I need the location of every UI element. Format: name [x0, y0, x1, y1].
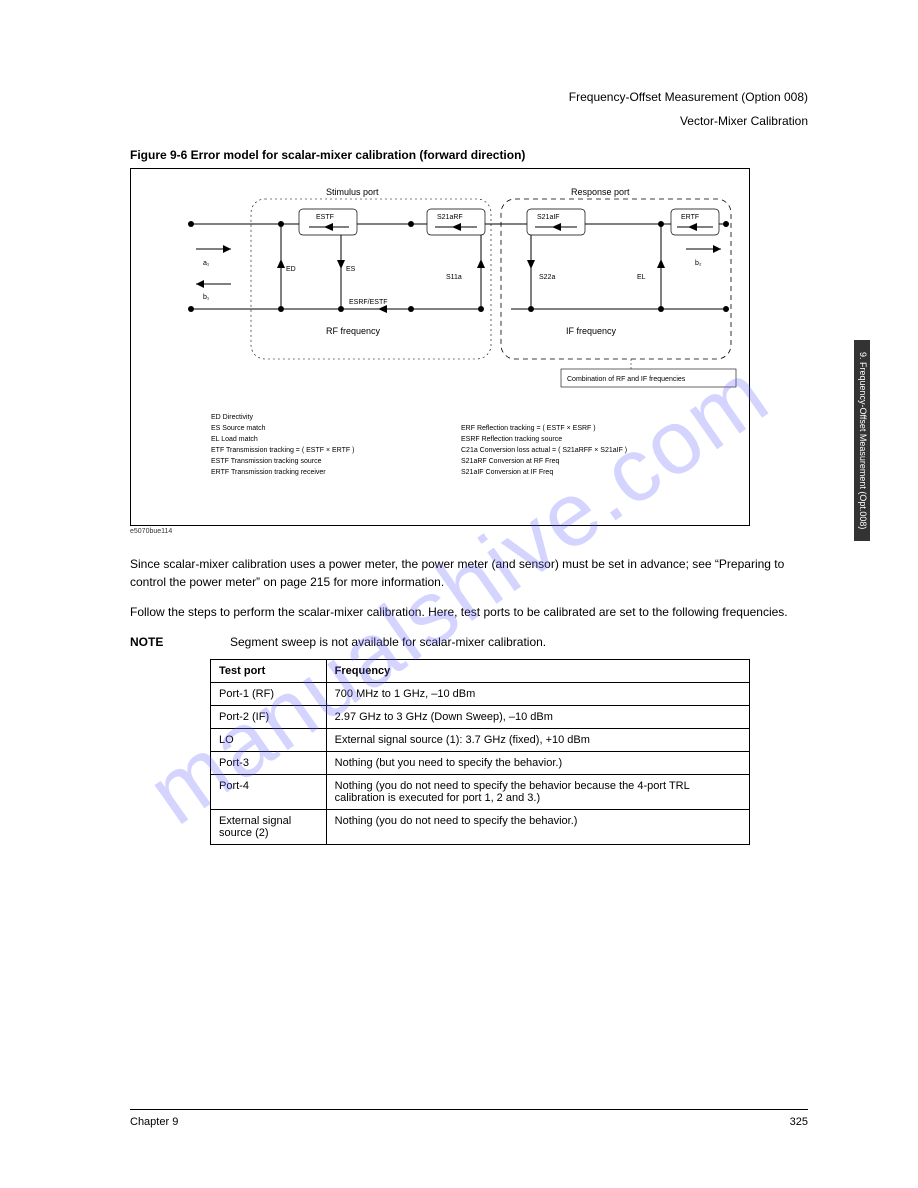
table-row: External signal source (2)Nothing (you d…: [211, 810, 750, 845]
header-line1: Frequency-Offset Measurement (Option 008…: [130, 90, 808, 104]
combo-label: Combination of RF and IF frequencies: [567, 376, 686, 383]
s11a-label: S11a: [446, 274, 462, 281]
figure-caption: e5070bue114: [130, 528, 808, 535]
note-text: Segment sweep is not available for scala…: [230, 633, 808, 651]
response-label: Response port: [571, 187, 630, 197]
if-freq-label: IF frequency: [566, 326, 617, 336]
leg-l4: ESTF Transmission tracking source: [211, 458, 322, 465]
leg-r3: S21aRF Conversion at RF Freq: [461, 458, 560, 465]
para2: Follow the steps to perform the scalar-m…: [130, 603, 808, 621]
leg-l1: ES Source match: [211, 425, 266, 432]
leg-l0: ED Directivity: [211, 414, 254, 421]
leg-r1: ESRF Reflection tracking source: [461, 436, 562, 443]
b1-label: b₁: [203, 294, 210, 301]
ed-label: ED: [286, 266, 296, 273]
s21rf-box: S21aRF: [437, 214, 463, 221]
estf-box: ESTF: [316, 214, 334, 221]
para1: Since scalar-mixer calibration uses a po…: [130, 555, 808, 591]
leg-l5: ERTF Transmission tracking receiver: [211, 469, 326, 476]
el-label: EL: [637, 274, 646, 281]
table-body: Port-1 (RF)700 MHz to 1 GHz, –10 dBm Por…: [211, 683, 750, 845]
leg-r4: S21aIF Conversion at IF Freq: [461, 469, 553, 476]
diagram-svg: Stimulus port Response port: [131, 169, 751, 527]
s22a-label: S22a: [539, 274, 555, 281]
footer: Chapter 9 325: [130, 1109, 808, 1128]
note-label: NOTE: [130, 633, 230, 651]
th-port: Test port: [211, 660, 327, 683]
b2-label: b₂: [695, 260, 702, 267]
leg-l2: EL Load match: [211, 436, 258, 443]
table-row: Port-2 (IF)2.97 GHz to 3 GHz (Down Sweep…: [211, 706, 750, 729]
stimulus-label: Stimulus port: [326, 187, 379, 197]
leg-r2: C21a Conversion loss actual = ( S21aRFF …: [461, 447, 627, 454]
s21if-box: S21aIF: [537, 214, 560, 221]
table-row: Port-3Nothing (but you need to specify t…: [211, 752, 750, 775]
rf-freq-label: RF frequency: [326, 326, 381, 336]
figure-title: Figure 9-6 Error model for scalar-mixer …: [130, 148, 808, 162]
ertf-box: ERTF: [681, 214, 699, 221]
footer-chapter: Chapter 9: [130, 1116, 178, 1128]
table-row: LOExternal signal source (1): 3.7 GHz (f…: [211, 729, 750, 752]
side-tab: 9. Frequency-Offset Measurement (Opt.008…: [854, 340, 870, 541]
esrf-estf: ESRF/ESTF: [349, 299, 388, 306]
a1-label: a₁: [203, 260, 210, 267]
page: Frequency-Offset Measurement (Option 008…: [0, 0, 918, 905]
es-label: ES: [346, 266, 356, 273]
table-row: Port-4Nothing (you do not need to specif…: [211, 775, 750, 810]
table-row: Port-1 (RF)700 MHz to 1 GHz, –10 dBm: [211, 683, 750, 706]
footer-page: 325: [790, 1116, 808, 1128]
freq-table: Test port Frequency Port-1 (RF)700 MHz t…: [210, 659, 750, 845]
diagram: Stimulus port Response port: [130, 168, 750, 526]
th-freq: Frequency: [326, 660, 749, 683]
body-text: Since scalar-mixer calibration uses a po…: [130, 555, 808, 651]
header-line2: Vector-Mixer Calibration: [130, 114, 808, 128]
leg-r0: ERF Reflection tracking = ( ESTF × ESRF …: [461, 425, 596, 432]
leg-l3: ETF Transmission tracking = ( ESTF × ERT…: [211, 447, 354, 454]
